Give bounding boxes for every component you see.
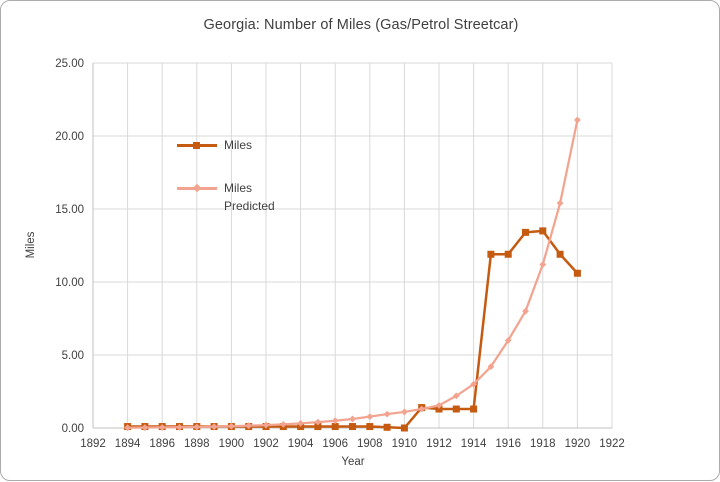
legend-item-miles-predicted: Miles Predicted	[177, 180, 286, 215]
svg-text:1902: 1902	[253, 438, 279, 450]
svg-text:10.00: 10.00	[55, 277, 84, 289]
vertical-gridlines	[92, 63, 613, 428]
horizontal-gridlines	[93, 62, 612, 429]
series-miles	[124, 227, 581, 432]
svg-text:20.00: 20.00	[55, 131, 84, 143]
svg-text:1900: 1900	[219, 438, 245, 450]
svg-text:1892: 1892	[80, 438, 106, 450]
svg-text:25.00: 25.00	[55, 58, 84, 70]
predicted-diamond-marker-icon	[192, 184, 202, 193]
svg-text:1914: 1914	[461, 438, 487, 450]
y-axis-title: Miles	[25, 231, 37, 259]
y-tick-labels: 0.00 5.00 10.00 15.00 20.00 25.00	[55, 58, 84, 435]
svg-text:5.00: 5.00	[62, 350, 84, 362]
chart-legend: Miles Miles Predicted	[177, 137, 286, 215]
legend-item-miles: Miles	[177, 137, 286, 154]
svg-text:1898: 1898	[184, 438, 210, 450]
predicted-series-swatch	[177, 180, 217, 197]
chart-title: Georgia: Number of Miles (Gas/Petrol Str…	[203, 17, 519, 33]
svg-text:1894: 1894	[115, 438, 141, 450]
svg-text:1896: 1896	[149, 438, 175, 450]
svg-text:15.00: 15.00	[55, 204, 84, 216]
legend-label-miles: Miles	[224, 138, 253, 152]
miles-series-swatch	[177, 137, 217, 154]
series-miles-predicted	[124, 116, 581, 432]
svg-text:1908: 1908	[357, 438, 383, 450]
x-axis-title: Year	[341, 456, 365, 468]
axis-lines	[92, 63, 612, 429]
svg-text:0.00: 0.00	[62, 423, 84, 435]
miles-square-marker-icon	[193, 141, 200, 149]
svg-text:1922: 1922	[599, 438, 625, 450]
legend-label-miles-predicted: Miles Predicted	[224, 181, 275, 213]
svg-text:1912: 1912	[426, 438, 452, 450]
svg-text:1904: 1904	[288, 438, 314, 450]
svg-text:1918: 1918	[530, 438, 556, 450]
svg-text:1916: 1916	[495, 438, 521, 450]
svg-text:1910: 1910	[392, 438, 418, 450]
svg-text:1906: 1906	[322, 438, 348, 450]
x-tick-labels: 1892 1894 1896 1898 1900 1902 1904 1906 1908 1910…	[80, 438, 625, 450]
svg-text:1920: 1920	[565, 438, 591, 450]
